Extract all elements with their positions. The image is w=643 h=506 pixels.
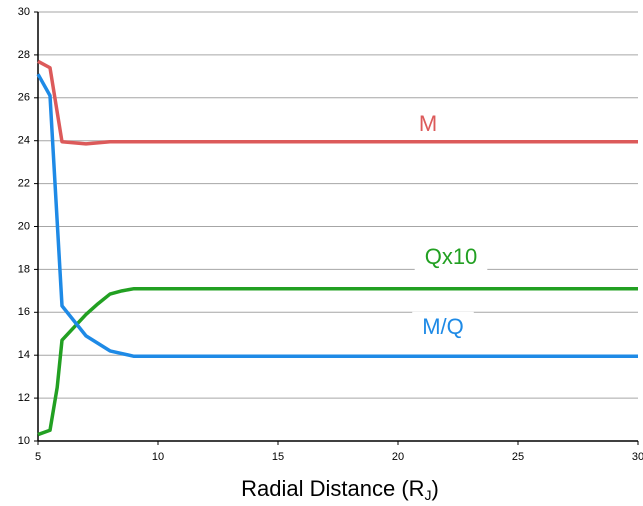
y-tick-label: 28: [18, 49, 30, 61]
y-tick-label: 14: [18, 349, 30, 361]
y-tick-label: 18: [18, 263, 30, 275]
x-tick-label: 5: [35, 451, 41, 463]
x-label-sub: J: [425, 487, 432, 503]
series-label: M/Q: [422, 314, 464, 339]
y-tick-label: 24: [18, 135, 30, 147]
series-label: M: [419, 111, 437, 136]
series-line: [37, 286, 638, 437]
y-tick-label: 12: [18, 392, 30, 404]
x-axis-label: Radial Distance (RJ): [241, 476, 439, 503]
x-tick-label: 15: [272, 451, 284, 463]
y-tick-label: 16: [18, 306, 30, 318]
y-tick-label: 10: [18, 435, 30, 447]
x-label-main: Radial Distance (R: [241, 476, 424, 501]
x-tick-label: 10: [152, 451, 164, 463]
label-background: [408, 108, 448, 138]
label-background: [414, 241, 488, 271]
y-tick-label: 20: [18, 220, 30, 232]
label-background: [412, 311, 474, 341]
series-label: Qx10: [425, 244, 478, 269]
x-tick-label: 30: [632, 451, 643, 463]
series-line: [37, 59, 638, 146]
x-tick-label: 20: [392, 451, 404, 463]
x-tick-label: 25: [512, 451, 524, 463]
x-label-end: ): [432, 476, 439, 501]
y-tick-label: 22: [18, 178, 30, 190]
y-tick-label: 30: [18, 6, 30, 18]
y-tick-label: 26: [18, 92, 30, 104]
series-line: [36, 73, 638, 359]
